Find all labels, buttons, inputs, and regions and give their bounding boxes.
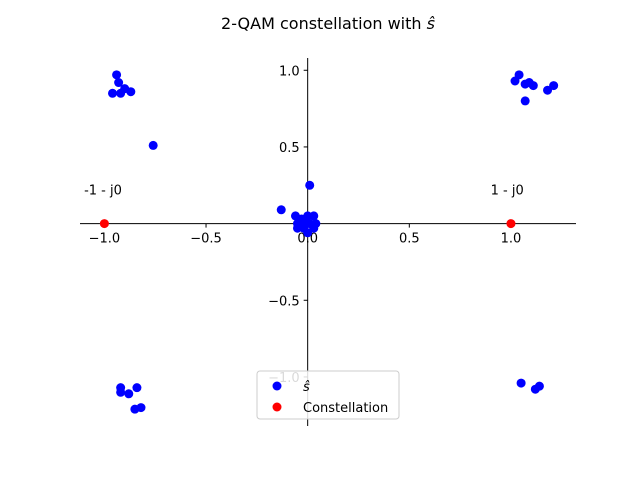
series-0 [108, 70, 559, 414]
data-point [510, 76, 520, 86]
data-point [534, 381, 544, 391]
data-point [124, 389, 134, 399]
data-point [276, 205, 286, 215]
chart-title-symbol: ŝ [427, 14, 435, 33]
data-point [116, 387, 126, 397]
data-point [543, 85, 553, 95]
data-point [516, 378, 526, 388]
y-tick-label: 0.5 [279, 141, 300, 156]
data-point [309, 211, 319, 221]
data-point [303, 228, 313, 238]
legend-label: ŝ [303, 380, 310, 395]
y-tick-label: −0.5 [268, 294, 300, 309]
series-1 [99, 219, 516, 229]
y-tick-label: 1.0 [279, 64, 300, 79]
x-tick-label: 0.0 [297, 232, 318, 247]
data-point [136, 403, 146, 413]
data-point [305, 180, 315, 190]
data-point [148, 140, 158, 150]
data-point [114, 78, 124, 88]
data-point [132, 383, 142, 393]
data-point [549, 81, 559, 91]
legend-marker [272, 381, 282, 391]
x-tick-label: 0.5 [399, 232, 420, 247]
annotation-label: -1 - j0 [84, 183, 122, 198]
data-point [108, 88, 118, 98]
legend: ŝ Constellation [256, 370, 400, 420]
data-points [99, 70, 559, 414]
legend-marker [272, 402, 282, 412]
data-point [99, 219, 109, 229]
data-point [126, 87, 136, 97]
legend-label: Constellation [303, 401, 388, 416]
data-point [520, 96, 530, 106]
annotation-label: 1 - j0 [491, 183, 524, 198]
data-point [116, 88, 126, 98]
x-tick-label: 1.0 [501, 232, 522, 247]
annotations: -1 - j0 1 - j0 [84, 183, 524, 198]
data-point [528, 81, 538, 91]
data-point [309, 223, 319, 233]
chart-title: 2-QAM constellation with ŝ [221, 14, 435, 33]
data-point [301, 216, 311, 226]
legend-box [256, 370, 400, 420]
chart-title-text: 2-QAM constellation with [221, 14, 427, 33]
data-point [112, 70, 122, 80]
data-point [506, 219, 516, 229]
x-tick-label: −0.5 [190, 232, 222, 247]
x-tick-label: −1.0 [89, 232, 121, 247]
